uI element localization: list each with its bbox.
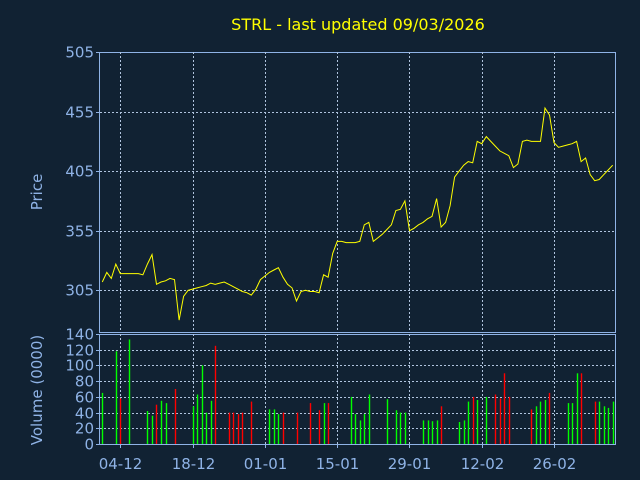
volume-tick-label: 60	[75, 389, 94, 407]
price-axis-label: Price	[28, 174, 46, 211]
volume-tick-label: 20	[75, 420, 94, 438]
x-tick-label: 26-02	[533, 455, 577, 473]
price-grid	[100, 52, 615, 332]
chart-title: STRL - last updated 09/03/2026	[231, 15, 485, 34]
volume-tick-label: 120	[65, 342, 94, 360]
x-tick-label: 18-12	[172, 455, 216, 473]
volume-tick-label: 140	[65, 326, 94, 344]
price-tick-label: 405	[65, 163, 94, 181]
volume-panel-frame	[99, 334, 616, 445]
x-tick-label: 15-01	[316, 455, 360, 473]
price-y-ticks: 305 355 405 455 505	[65, 44, 100, 300]
x-tick-label: 01-01	[244, 455, 288, 473]
price-tick-label: 305	[65, 282, 94, 300]
x-axis-ticks: 04-12 18-12 01-01 15-01 29-01 12-02 26-02	[99, 444, 577, 473]
volume-tick-label: 80	[75, 373, 94, 391]
price-tick-label: 355	[65, 223, 94, 241]
volume-tick-label: 100	[65, 357, 94, 375]
volume-tick-label: 0	[84, 436, 94, 454]
volume-axis-label: Volume (0000)	[28, 335, 46, 445]
x-tick-label: 29-01	[388, 455, 432, 473]
volume-grid	[100, 334, 615, 444]
volume-tick-label: 40	[75, 405, 94, 423]
x-tick-label: 04-12	[99, 455, 143, 473]
price-panel-frame	[99, 52, 616, 333]
x-tick-label: 12-02	[461, 455, 505, 473]
volume-bars	[101, 339, 615, 444]
price-tick-label: 505	[65, 44, 94, 62]
price-line	[101, 106, 614, 321]
price-tick-label: 455	[65, 104, 94, 122]
